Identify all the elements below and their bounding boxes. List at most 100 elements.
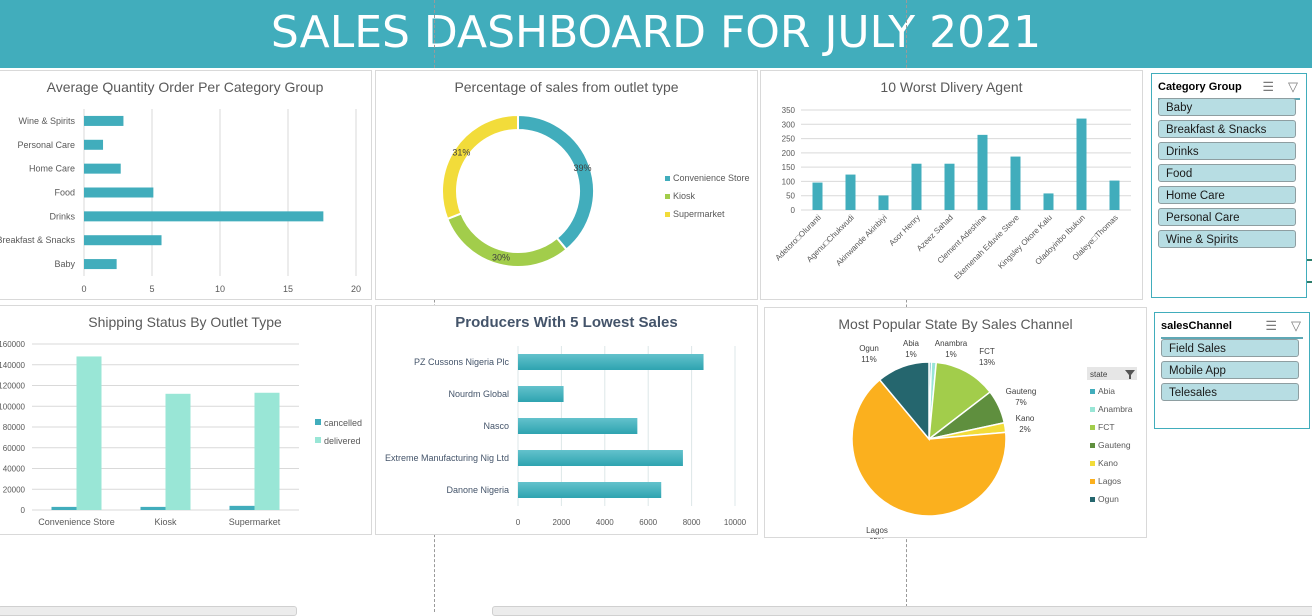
data-label: 30%	[492, 252, 510, 262]
multi-select-icon[interactable]: ☰	[1262, 79, 1274, 94]
category-label: Nasco	[483, 421, 509, 431]
bar	[1010, 156, 1021, 210]
x-tick-label: 10000	[724, 518, 747, 527]
clear-filter-icon[interactable]: ▽	[1288, 79, 1298, 94]
worst-agents-panel[interactable]: 10 Worst Dlivery Agent 0 50 100 150 200 250 30…	[760, 70, 1143, 300]
bar	[977, 134, 988, 210]
slicer-item[interactable]: Field Sales	[1161, 339, 1299, 357]
lowest-producers-panel[interactable]: Producers With 5 Lowest Sales 0 2000 4000 6…	[375, 305, 758, 535]
bar	[84, 139, 104, 150]
category-label: Supermarket	[229, 517, 281, 527]
y-tick-label: 40000	[3, 465, 26, 474]
bar	[1076, 118, 1087, 210]
slicer-item[interactable]: Food	[1158, 164, 1296, 182]
slicer-item[interactable]: Personal Care	[1158, 208, 1296, 226]
legend-swatch	[1090, 407, 1095, 412]
bar	[518, 354, 704, 370]
slicer-item[interactable]: Drinks	[1158, 142, 1296, 160]
slicer-item[interactable]: Home Care	[1158, 186, 1296, 204]
filter-icon	[1125, 370, 1135, 379]
slice-label: FCT	[979, 347, 995, 356]
legend-swatch	[665, 212, 670, 217]
y-tick-label: 80000	[3, 423, 26, 432]
category-label: Drinks	[49, 211, 75, 221]
slicer-title: salesChannel	[1161, 320, 1232, 332]
y-tick-label: 0	[21, 506, 26, 515]
chart-title: Shipping Status By Outlet Type	[88, 314, 282, 330]
legend-label: FCT	[1098, 422, 1115, 432]
slice-label: Lagos	[866, 526, 888, 535]
dashboard-title: SALES DASHBOARD FOR JULY 2021	[270, 7, 1042, 58]
category-group-slicer[interactable]: Category Group ☰ ▽ Baby Breakfast & Snack…	[1151, 73, 1307, 298]
state-pie-panel[interactable]: Most Popular State By Sales Channel Abia…	[764, 307, 1147, 539]
legend-swatch	[1090, 479, 1095, 484]
y-tick-label: 0	[791, 206, 796, 215]
clear-filter-icon[interactable]: ▽	[1291, 318, 1301, 333]
x-tick-label: 15	[283, 284, 293, 294]
slice-label: Kano	[1016, 414, 1035, 423]
data-label: 1%	[905, 350, 917, 359]
slicer-item[interactable]: Baby	[1158, 98, 1296, 116]
data-label: 39%	[573, 163, 591, 173]
bar	[845, 174, 856, 210]
y-tick-label: 50	[786, 192, 795, 201]
slicer-item[interactable]: Mobile App	[1161, 361, 1299, 379]
legend-swatch	[315, 437, 321, 443]
avg-quantity-chart: 0 5 10 15 20 Wine & Spirits Personal Care Home …	[0, 109, 361, 294]
category-label: PZ Cussons Nigeria Plc	[414, 357, 510, 367]
bar	[84, 187, 154, 198]
state-pie-chart: Abia 1% Anambra 1% FCT 13% Gauteng 7% Kano 2% Lago…	[851, 339, 1137, 539]
legend-title: state	[1090, 370, 1108, 379]
donut-slice	[441, 113, 519, 221]
slicer-item[interactable]: Telesales	[1161, 383, 1299, 401]
x-tick-label: 4000	[596, 518, 614, 527]
legend-label: Supermarket	[673, 209, 725, 219]
category-label: Convenience Store	[38, 517, 115, 527]
donut-slice	[517, 113, 595, 251]
category-label: Extreme Manufacturing Nig Ltd	[385, 453, 509, 463]
slicer-title: Category Group	[1158, 81, 1242, 93]
sheet-scroll-area[interactable]	[0, 606, 297, 616]
chart-title: Producers With 5 Lowest Sales	[455, 314, 678, 331]
pie-slice	[878, 361, 930, 442]
chart-title: Average Quantity Order Per Category Grou…	[46, 79, 324, 95]
cell-border-fragment	[1307, 281, 1312, 283]
data-label: 11%	[861, 355, 876, 364]
data-label: 31%	[452, 147, 470, 157]
slice-label: Abia	[903, 339, 920, 348]
lowest-producers-chart: 0 2000 4000 6000 8000 10000 PZ Cussons Nigeria…	[385, 346, 747, 527]
x-tick-label: 5	[149, 284, 154, 294]
legend-swatch	[1090, 461, 1095, 466]
legend-label: Kiosk	[673, 191, 696, 201]
sheet-scroll-area[interactable]	[492, 606, 1312, 616]
y-tick-label: 160000	[0, 340, 26, 349]
y-tick-label: 350	[782, 106, 796, 115]
bar	[911, 163, 922, 210]
bar	[84, 235, 162, 246]
worst-agents-chart: 050100150200250300350Adetoro□OlurantiAge…	[774, 106, 1131, 281]
shipping-status-panel[interactable]: Shipping Status By Outlet Type 0 20000 400…	[0, 305, 372, 535]
legend-label: Abia	[1098, 386, 1115, 396]
avg-quantity-chart-panel[interactable]: Average Quantity Order Per Category Grou…	[0, 70, 372, 300]
y-tick-label: 20000	[3, 485, 26, 494]
sales-channel-slicer[interactable]: salesChannel ☰ ▽ Field Sales Mobile App Te…	[1154, 312, 1310, 429]
legend-label: cancelled	[324, 418, 362, 428]
x-tick-label: 2000	[553, 518, 571, 527]
bar	[1043, 193, 1054, 210]
bar	[51, 506, 77, 510]
bar	[76, 356, 102, 510]
outlet-donut-chart: 39% 30% 31% Convenience Store Kiosk Supermark…	[441, 113, 750, 268]
slice-label: Ogun	[859, 344, 879, 353]
category-label: Personal Care	[17, 140, 75, 150]
outlet-donut-panel[interactable]: Percentage of sales from outlet type 39%…	[375, 70, 758, 300]
slicer-item[interactable]: Breakfast & Snacks	[1158, 120, 1296, 138]
x-tick-label: 8000	[683, 518, 701, 527]
slicer-item[interactable]: Wine & Spirits	[1158, 230, 1296, 248]
legend-label: Gauteng	[1098, 440, 1131, 450]
bar	[518, 386, 564, 402]
multi-select-icon[interactable]: ☰	[1265, 318, 1277, 333]
bar	[140, 506, 166, 510]
legend-swatch	[1090, 389, 1095, 394]
bar	[878, 195, 889, 210]
bar	[944, 163, 955, 210]
